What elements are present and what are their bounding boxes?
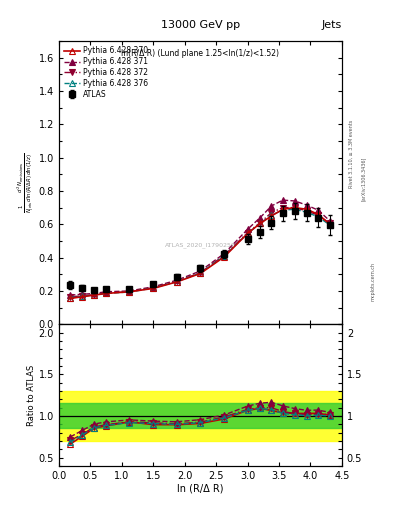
Pythia 6.428 372: [222, 252, 227, 258]
Pythia 6.428 376: [151, 285, 156, 291]
Pythia 6.428 372: [269, 209, 274, 216]
Pythia 6.428 372: [281, 204, 285, 210]
Pythia 6.428 370: [316, 211, 320, 218]
Pythia 6.428 370: [92, 292, 97, 298]
Text: Rivet 3.1.10, ≥ 3.3M events: Rivet 3.1.10, ≥ 3.3M events: [349, 119, 354, 188]
Text: 13000 GeV pp: 13000 GeV pp: [161, 19, 240, 30]
Pythia 6.428 372: [92, 291, 97, 297]
Pythia 6.428 370: [68, 295, 73, 302]
Pythia 6.428 376: [80, 293, 84, 300]
X-axis label: ln (R/Δ R): ln (R/Δ R): [177, 483, 224, 494]
Pythia 6.428 371: [151, 284, 156, 290]
Y-axis label: Ratio to ATLAS: Ratio to ATLAS: [27, 365, 36, 425]
Pythia 6.428 371: [281, 197, 285, 203]
Pythia 6.428 372: [292, 204, 297, 210]
Pythia 6.428 372: [258, 220, 263, 226]
Pythia 6.428 371: [80, 291, 84, 297]
Y-axis label: $\frac{1}{N_\mathrm{jets}}\frac{d^2 N_\mathrm{emissions}}{d\ln(R/\Delta R)\,d\ln: $\frac{1}{N_\mathrm{jets}}\frac{d^2 N_\m…: [16, 153, 36, 213]
Pythia 6.428 371: [304, 202, 309, 208]
Pythia 6.428 370: [304, 206, 309, 212]
Text: Jets: Jets: [321, 19, 342, 30]
Pythia 6.428 370: [269, 213, 274, 219]
Legend: Pythia 6.428 370, Pythia 6.428 371, Pythia 6.428 372, Pythia 6.428 376, ATLAS: Pythia 6.428 370, Pythia 6.428 371, Pyth…: [63, 45, 149, 100]
Pythia 6.428 371: [292, 198, 297, 204]
Pythia 6.428 371: [127, 288, 132, 294]
Pythia 6.428 376: [245, 230, 250, 237]
Pythia 6.428 376: [127, 289, 132, 295]
Line: Pythia 6.428 376: Pythia 6.428 376: [68, 206, 333, 301]
Pythia 6.428 370: [292, 204, 297, 210]
Pythia 6.428 376: [104, 290, 108, 296]
Pythia 6.428 370: [281, 206, 285, 212]
Pythia 6.428 372: [245, 229, 250, 236]
Pythia 6.428 376: [175, 279, 180, 285]
Pythia 6.428 376: [92, 292, 97, 298]
Pythia 6.428 370: [245, 230, 250, 237]
Pythia 6.428 371: [245, 226, 250, 232]
Pythia 6.428 372: [127, 289, 132, 295]
Pythia 6.428 372: [316, 212, 320, 218]
Pythia 6.428 371: [198, 268, 203, 274]
Pythia 6.428 371: [175, 277, 180, 283]
Pythia 6.428 371: [104, 289, 108, 295]
Pythia 6.428 371: [68, 292, 73, 298]
Pythia 6.428 376: [258, 220, 263, 226]
Pythia 6.428 372: [304, 208, 309, 214]
Pythia 6.428 371: [222, 250, 227, 257]
Pythia 6.428 376: [292, 206, 297, 212]
Pythia 6.428 372: [68, 294, 73, 300]
Pythia 6.428 370: [198, 270, 203, 276]
Pythia 6.428 370: [175, 279, 180, 285]
Pythia 6.428 370: [328, 221, 332, 227]
Pythia 6.428 372: [151, 285, 156, 291]
Pythia 6.428 370: [222, 254, 227, 260]
Pythia 6.428 370: [80, 294, 84, 300]
Pythia 6.428 372: [80, 293, 84, 299]
Pythia 6.428 370: [104, 290, 108, 296]
Pythia 6.428 371: [316, 207, 320, 213]
Pythia 6.428 370: [151, 285, 156, 291]
Pythia 6.428 371: [328, 218, 332, 224]
Pythia 6.428 376: [198, 270, 203, 276]
Pythia 6.428 370: [127, 289, 132, 295]
Bar: [59, 403, 342, 429]
Bar: [59, 391, 342, 441]
Line: Pythia 6.428 372: Pythia 6.428 372: [68, 205, 333, 300]
Pythia 6.428 376: [68, 294, 73, 301]
Text: mcplots.cern.ch: mcplots.cern.ch: [371, 262, 376, 301]
Pythia 6.428 376: [281, 207, 285, 213]
Pythia 6.428 371: [258, 215, 263, 221]
Pythia 6.428 376: [316, 214, 320, 220]
Pythia 6.428 371: [92, 290, 97, 296]
Text: ln(R/Δ R) (Lund plane 1.25<ln(1/z)<1.52): ln(R/Δ R) (Lund plane 1.25<ln(1/z)<1.52): [121, 50, 279, 58]
Pythia 6.428 372: [104, 290, 108, 296]
Pythia 6.428 376: [304, 209, 309, 216]
Pythia 6.428 370: [258, 220, 263, 226]
Line: Pythia 6.428 371: Pythia 6.428 371: [68, 197, 333, 298]
Pythia 6.428 372: [328, 220, 332, 226]
Text: [arXiv:1306.3436]: [arXiv:1306.3436]: [361, 157, 366, 201]
Pythia 6.428 372: [198, 269, 203, 275]
Text: ATLAS_2020_I1790256: ATLAS_2020_I1790256: [165, 242, 236, 248]
Line: Pythia 6.428 370: Pythia 6.428 370: [68, 205, 333, 301]
Pythia 6.428 372: [175, 278, 180, 284]
Pythia 6.428 376: [269, 212, 274, 218]
Pythia 6.428 376: [222, 253, 227, 259]
Pythia 6.428 371: [269, 203, 274, 209]
Pythia 6.428 376: [328, 222, 332, 228]
